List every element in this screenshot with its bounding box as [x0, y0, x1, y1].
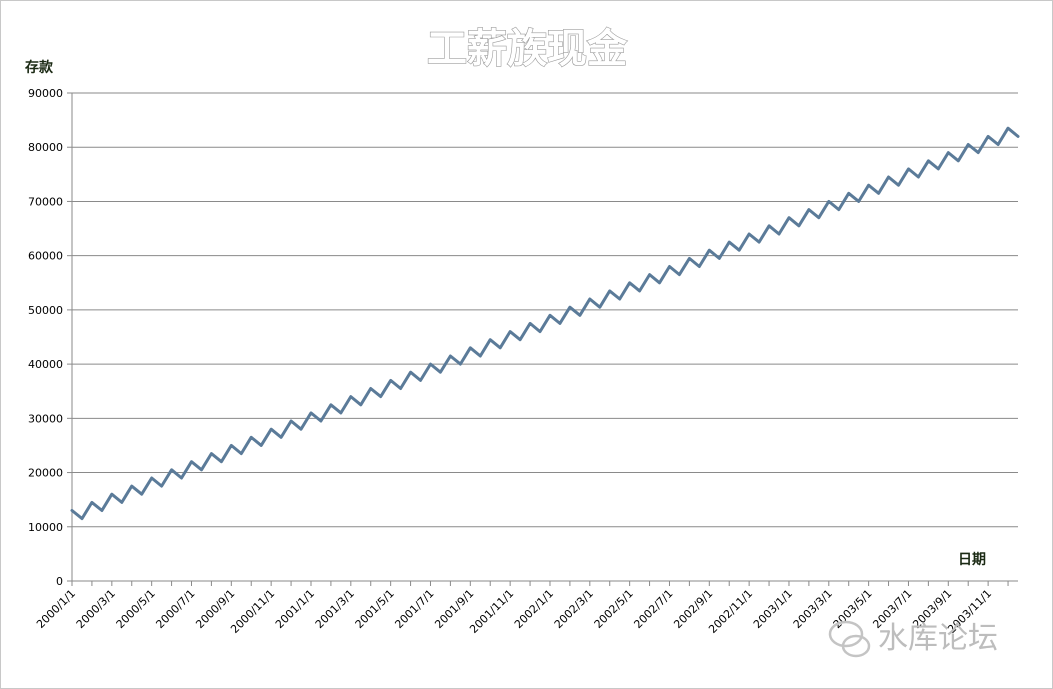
x-tick-label: 2003/1/1	[751, 587, 795, 631]
x-tick-label: 2000/5/1	[114, 587, 158, 631]
y-tick-label: 90000	[28, 87, 63, 100]
gridlines	[72, 92, 1018, 528]
watermark-text: 水库论坛	[878, 621, 998, 656]
y-tick-label: 50000	[28, 304, 63, 317]
x-tick-label: 2000/3/1	[74, 587, 118, 631]
y-tick-label: 0	[56, 575, 63, 588]
x-tick-label: 2002/5/1	[592, 587, 636, 631]
x-tick-label: 2001/5/1	[353, 587, 397, 631]
series-layer	[70, 126, 1020, 521]
chart-title: 工薪族现金	[427, 26, 628, 72]
chat-bubble-icon	[828, 620, 871, 658]
y-tick-label: 80000	[28, 141, 63, 154]
y-tick-label: 70000	[28, 195, 63, 208]
y-tick-label: 60000	[28, 250, 63, 263]
x-tick-label: 2000/7/1	[153, 587, 197, 631]
x-tick-label: 2001/1/1	[273, 587, 317, 631]
y-tick-label: 30000	[28, 412, 63, 425]
x-tick-label: 2000/1/1	[34, 587, 78, 631]
y-axis-title: 存款	[25, 59, 54, 76]
x-tick-label: 2002/3/1	[552, 587, 596, 631]
x-tick-label: 2001/3/1	[313, 587, 357, 631]
x-axis-title: 日期	[958, 552, 986, 568]
y-tick-label: 20000	[28, 467, 63, 480]
x-tick-label: 2001/7/1	[392, 587, 436, 631]
x-tick-label: 2002/1/1	[512, 587, 556, 631]
watermark: 水库论坛	[828, 620, 998, 658]
y-axis-ticks: 0 10000 20000 30000 40000 50000 60000 70000 8000…	[28, 87, 72, 588]
x-tick-label: 2002/7/1	[631, 587, 675, 631]
y-tick-label: 40000	[28, 358, 63, 371]
series-line	[70, 126, 1020, 521]
y-tick-label: 10000	[28, 521, 63, 534]
